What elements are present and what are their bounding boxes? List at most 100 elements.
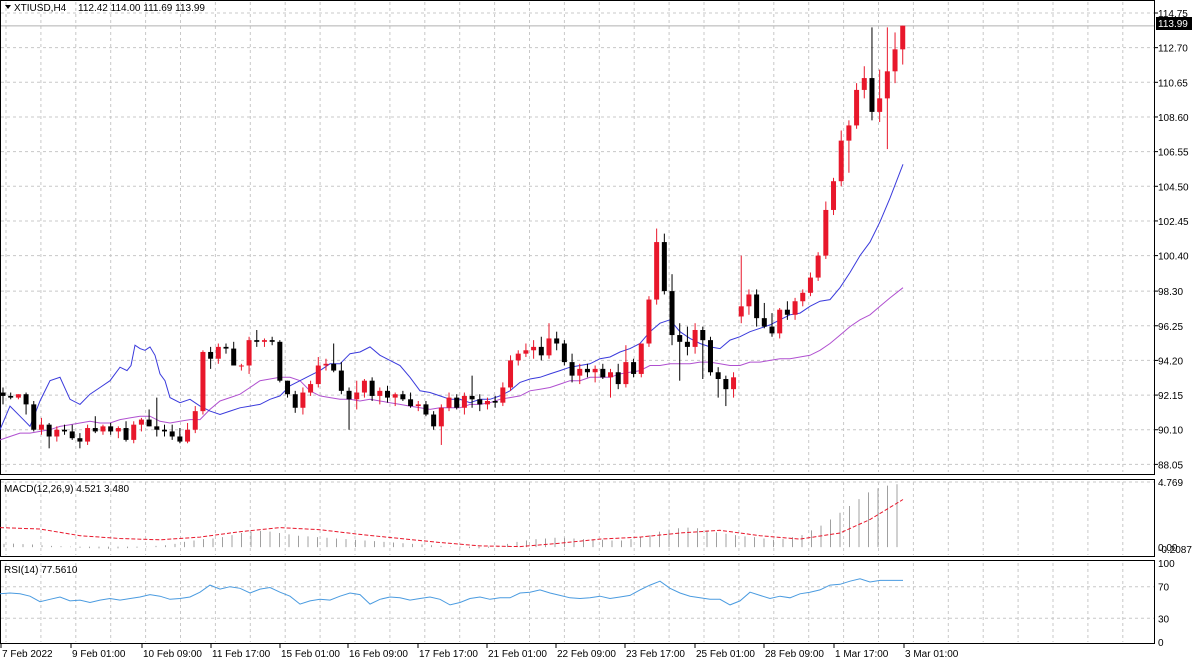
candle-body (461, 395, 467, 408)
price-tag (1156, 17, 1192, 30)
candle-body (385, 390, 390, 398)
y-tick-label: 112.70 (1158, 44, 1188, 55)
candle-body (169, 431, 175, 437)
ma-fast-line (0, 164, 904, 430)
dropdown-triangle-icon[interactable] (5, 5, 11, 9)
main-panel-frame (0, 0, 1155, 475)
candle-body (108, 426, 114, 432)
candle-body (569, 362, 575, 376)
candle-body (408, 399, 414, 407)
candle-body (492, 400, 498, 403)
macd-series (0, 484, 904, 549)
candle-body (431, 414, 437, 427)
grid-lines (1, 2, 1154, 642)
candle-body (38, 424, 44, 430)
y-tick-label: 106.55 (1158, 148, 1189, 159)
x-tick-label: 28 Feb 09:00 (765, 649, 824, 660)
y-tick-label: 108.60 (1158, 113, 1189, 124)
candle-body (592, 368, 598, 373)
candle-body (269, 340, 275, 342)
candle-body (423, 404, 429, 415)
candle-body (131, 424, 137, 440)
candle-body (146, 419, 152, 427)
candle-body (192, 411, 198, 430)
x-tick-label: 9 Feb 01:00 (72, 649, 126, 660)
x-tick-label: 17 Feb 17:00 (419, 649, 478, 660)
candle-body (477, 399, 483, 405)
axis-labels: 7 Feb 2022 9 Feb 01:00 10 Feb 09:00 11 Feb … (0, 9, 1192, 660)
candle-body (338, 370, 344, 391)
candle-body (508, 360, 514, 388)
candle-body (869, 78, 875, 112)
rsi-tick-label: 30 (1158, 614, 1170, 625)
candle-body (69, 431, 75, 439)
y-tick-label: 114.75 (1158, 9, 1188, 20)
candle-body (692, 329, 698, 347)
candle-body (777, 309, 783, 334)
candle-body (769, 326, 775, 334)
candle-body (261, 340, 267, 342)
candle-body (615, 372, 621, 385)
candle-body (454, 397, 460, 408)
candle-body (77, 438, 83, 442)
candle-body (185, 429, 191, 442)
x-tick-label: 22 Feb 09:00 (557, 649, 616, 660)
candle-body (231, 348, 237, 366)
candle-body (746, 294, 752, 307)
candle-body (238, 365, 244, 367)
x-tick-label: 3 Mar 01:00 (905, 649, 959, 660)
y-tick-label: 94.20 (1158, 356, 1183, 367)
candle-body (661, 242, 667, 292)
candle-body (792, 301, 798, 315)
candle-body (200, 351, 206, 412)
candle-body (354, 392, 360, 400)
macd-label: MACD(12,26,9) 4.521 3.480 (4, 484, 130, 495)
candle-body (300, 392, 306, 408)
candle-body (400, 394, 406, 400)
candle-body (738, 306, 744, 317)
x-tick-label: 23 Feb 17:00 (626, 649, 685, 660)
candle-body (215, 346, 221, 359)
candle-body (446, 397, 452, 408)
y-tick-label: 96.25 (1158, 322, 1183, 333)
candle-body (308, 384, 314, 393)
x-tick-label: 1 Mar 17:00 (835, 649, 889, 660)
x-tick-label: 15 Feb 01:00 (281, 649, 340, 660)
candle-body (415, 404, 421, 407)
candle-body (8, 395, 14, 398)
price-tag-value: 113.99 (1158, 19, 1188, 30)
y-tick-label: 102.45 (1158, 217, 1189, 228)
candle-body (346, 390, 352, 400)
rsi-label: RSI(14) 77.5610 (4, 565, 78, 576)
candle-body (361, 380, 367, 393)
candle-body (707, 340, 713, 373)
candle-body (331, 363, 337, 371)
candle-body (100, 426, 106, 432)
macd-tick-label: -0.2087 (1158, 545, 1192, 556)
candle-body (484, 400, 490, 405)
candle-body (115, 428, 121, 432)
candle-body (315, 365, 321, 385)
rsi-tick-label: 100 (1158, 559, 1175, 570)
candle-body (677, 335, 683, 342)
x-tick-label: 7 Feb 2022 (2, 649, 53, 660)
candle-body (831, 181, 837, 210)
candle-body (631, 362, 637, 374)
x-tick-label: 10 Feb 09:00 (143, 649, 202, 660)
candle-body (123, 428, 129, 440)
y-tick-label: 92.15 (1158, 391, 1183, 402)
candle-body (138, 419, 144, 425)
candle-body (292, 394, 298, 408)
candles (0, 25, 906, 449)
candle-body (369, 380, 375, 396)
rsi-line (0, 578, 903, 606)
candle-body (31, 404, 37, 430)
candle-body (884, 71, 890, 99)
candle-body (177, 436, 183, 442)
macd-signal-line (0, 499, 904, 548)
candle-body (23, 394, 29, 405)
candle-body (846, 125, 852, 141)
candle-body (523, 350, 529, 354)
